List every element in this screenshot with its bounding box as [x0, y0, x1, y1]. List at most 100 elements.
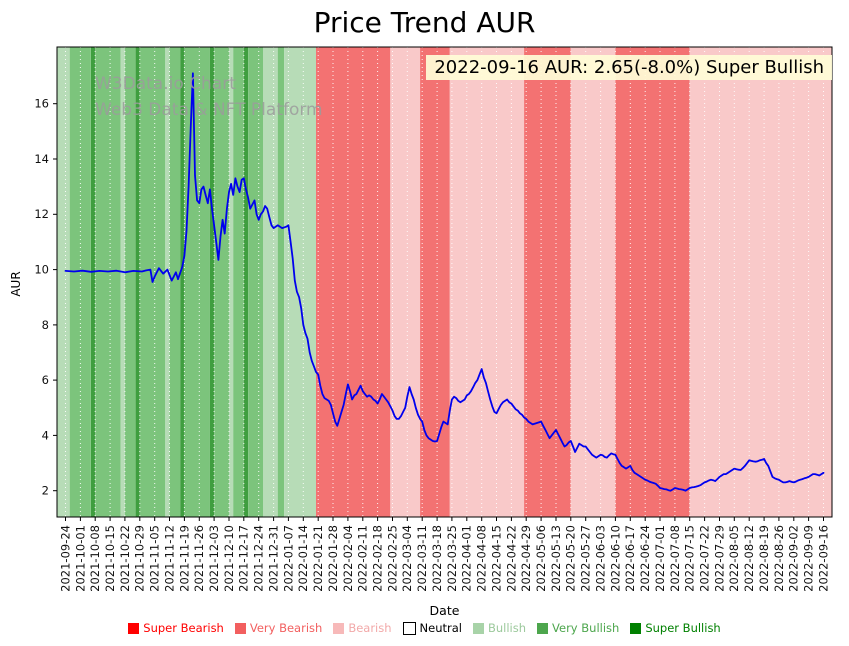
legend-item-bullish: Bullish — [472, 621, 527, 635]
sentiment-band-super_bullish — [243, 47, 248, 517]
legend-item-very-bullish: Very Bullish — [537, 621, 619, 635]
sentiment-band-super_bullish — [209, 47, 215, 517]
x-tick-label: 2021-11-12 — [162, 525, 176, 592]
sentiment-band-very_bullish — [184, 47, 210, 517]
x-tick-label: 2022-08-19 — [757, 525, 771, 592]
legend-label-bearish: Bearish — [348, 621, 392, 635]
y-tick-label: 6 — [42, 373, 49, 387]
y-tick-label: 2 — [42, 484, 49, 498]
x-tick-label: 2021-11-05 — [148, 525, 162, 592]
sentiment-band-very_bullish — [95, 47, 121, 517]
x-tick-label: 2021-10-29 — [133, 525, 147, 592]
x-tick-label: 2021-10-22 — [118, 525, 132, 592]
y-axis-label: AUR — [9, 271, 23, 297]
plot-border — [56, 46, 833, 518]
x-axis-label: Date — [429, 603, 460, 618]
sentiment-band-very_bullish — [277, 47, 285, 517]
legend-item-bearish: Bearish — [333, 621, 392, 635]
x-tick-label: 2022-07-22 — [698, 525, 712, 592]
sentiment-band-bullish — [263, 47, 278, 517]
y-tick-label: 16 — [34, 97, 49, 111]
x-tick-label: 2022-05-27 — [579, 525, 593, 592]
x-tick-label: 2022-08-26 — [772, 525, 786, 592]
legend-swatch-bearish — [333, 622, 345, 634]
sentiment-band-bullish — [120, 47, 125, 517]
sentiment-band-bullish — [284, 47, 316, 517]
y-axis-ticks: 2 4 6 8 10 12 14 16 — [34, 97, 57, 498]
price-annotation: 2022-09-16 AUR: 2.65(-8.0%) Super Bullis… — [426, 55, 832, 80]
x-tick-label: 2022-08-12 — [742, 525, 756, 592]
x-tick-label: 2022-01-21 — [311, 525, 325, 592]
legend-item-neutral: Neutral — [402, 621, 462, 635]
sentiment-band-bullish — [165, 47, 170, 517]
sentiment-band-very_bullish — [248, 47, 263, 517]
x-tick-label: 2022-07-01 — [653, 525, 667, 592]
x-tick-label: 2022-04-08 — [475, 525, 489, 592]
x-tick-label: 2022-03-11 — [415, 525, 429, 592]
sentiment-band-very_bullish — [233, 47, 244, 517]
sentiment-band-bearish — [390, 47, 421, 517]
x-tick-label: 2021-09-24 — [58, 525, 72, 592]
x-tick-label: 2022-01-07 — [281, 525, 295, 592]
legend-swatch-super-bullish — [630, 622, 642, 634]
legend-label-super-bearish: Super Bearish — [143, 621, 224, 635]
x-tick-label: 2021-11-19 — [177, 525, 191, 592]
x-tick-label: 2022-09-09 — [802, 525, 816, 592]
y-tick-label: 8 — [42, 318, 49, 332]
legend-label-very-bearish: Very Bearish — [249, 621, 323, 635]
x-tick-label: 2022-07-29 — [712, 525, 726, 592]
sentiment-band-bearish — [449, 47, 525, 517]
sentiment-band-very_bullish — [169, 47, 181, 517]
sentiment-band-very_bullish — [124, 47, 136, 517]
x-tick-label: 2021-12-17 — [237, 525, 251, 592]
x-tick-label: 2021-12-10 — [222, 525, 236, 592]
x-tick-label: 2021-11-26 — [192, 525, 206, 592]
sentiment-band-super_bullish — [91, 47, 96, 517]
x-tick-label: 2022-08-05 — [727, 525, 741, 592]
x-tick-label: 2021-10-01 — [73, 525, 87, 592]
sentiment-band-bearish — [570, 47, 616, 517]
x-tick-label: 2022-07-15 — [683, 525, 697, 592]
x-tick-label: 2021-12-24 — [252, 525, 266, 592]
sentiment-band-very_bullish — [69, 47, 91, 517]
sentiment-bands — [57, 47, 832, 517]
sentiment-band-very_bearish — [615, 47, 690, 517]
x-tick-label: 2022-04-15 — [489, 525, 503, 592]
legend-item-very-bearish: Very Bearish — [234, 621, 323, 635]
sentiment-band-very_bearish — [316, 47, 391, 517]
x-tick-label: 2022-07-08 — [668, 525, 682, 592]
x-tick-label: 2022-01-28 — [326, 525, 340, 592]
legend-swatch-neutral — [402, 621, 416, 635]
sentiment-band-very_bullish — [214, 47, 229, 517]
legend-item-super-bullish: Super Bullish — [630, 621, 721, 635]
legend-label-bullish: Bullish — [487, 621, 527, 635]
x-tick-label: 2022-09-16 — [816, 525, 830, 592]
x-tick-label: 2022-05-13 — [549, 525, 563, 592]
legend-item-super-bearish: Super Bearish — [128, 621, 224, 635]
legend-swatch-very-bearish — [234, 622, 246, 634]
sentiment-band-very_bearish — [524, 47, 571, 517]
x-tick-label: 2022-09-02 — [787, 525, 801, 592]
x-tick-label: 2022-03-04 — [400, 525, 414, 592]
x-tick-label: 2022-04-29 — [519, 525, 533, 592]
x-tick-label: 2021-10-08 — [88, 525, 102, 592]
x-tick-label: 2022-02-18 — [371, 525, 385, 592]
x-axis-ticks: 2021-09-24 2021-10-01 2021-10-08 2021-10-15… — [58, 517, 830, 592]
legend: Super Bearish Very Bearish Bearish Neutr… — [0, 621, 849, 635]
x-tick-label: 2022-06-10 — [608, 525, 622, 592]
x-tick-label: 2022-02-04 — [341, 525, 355, 592]
sentiment-band-super_bullish — [135, 47, 140, 517]
x-tick-label: 2022-06-03 — [594, 525, 608, 592]
legend-swatch-very-bullish — [537, 622, 549, 634]
x-tick-label: 2022-05-06 — [534, 525, 548, 592]
legend-label-super-bullish: Super Bullish — [645, 621, 721, 635]
legend-label-very-bullish: Very Bullish — [552, 621, 620, 635]
x-tick-label: 2021-12-31 — [267, 525, 281, 592]
x-tick-label: 2022-06-24 — [638, 525, 652, 592]
x-tick-label: 2022-06-17 — [623, 525, 637, 592]
price-line — [64, 72, 825, 492]
y-tick-label: 12 — [34, 207, 49, 221]
legend-swatch-bullish — [472, 622, 484, 634]
